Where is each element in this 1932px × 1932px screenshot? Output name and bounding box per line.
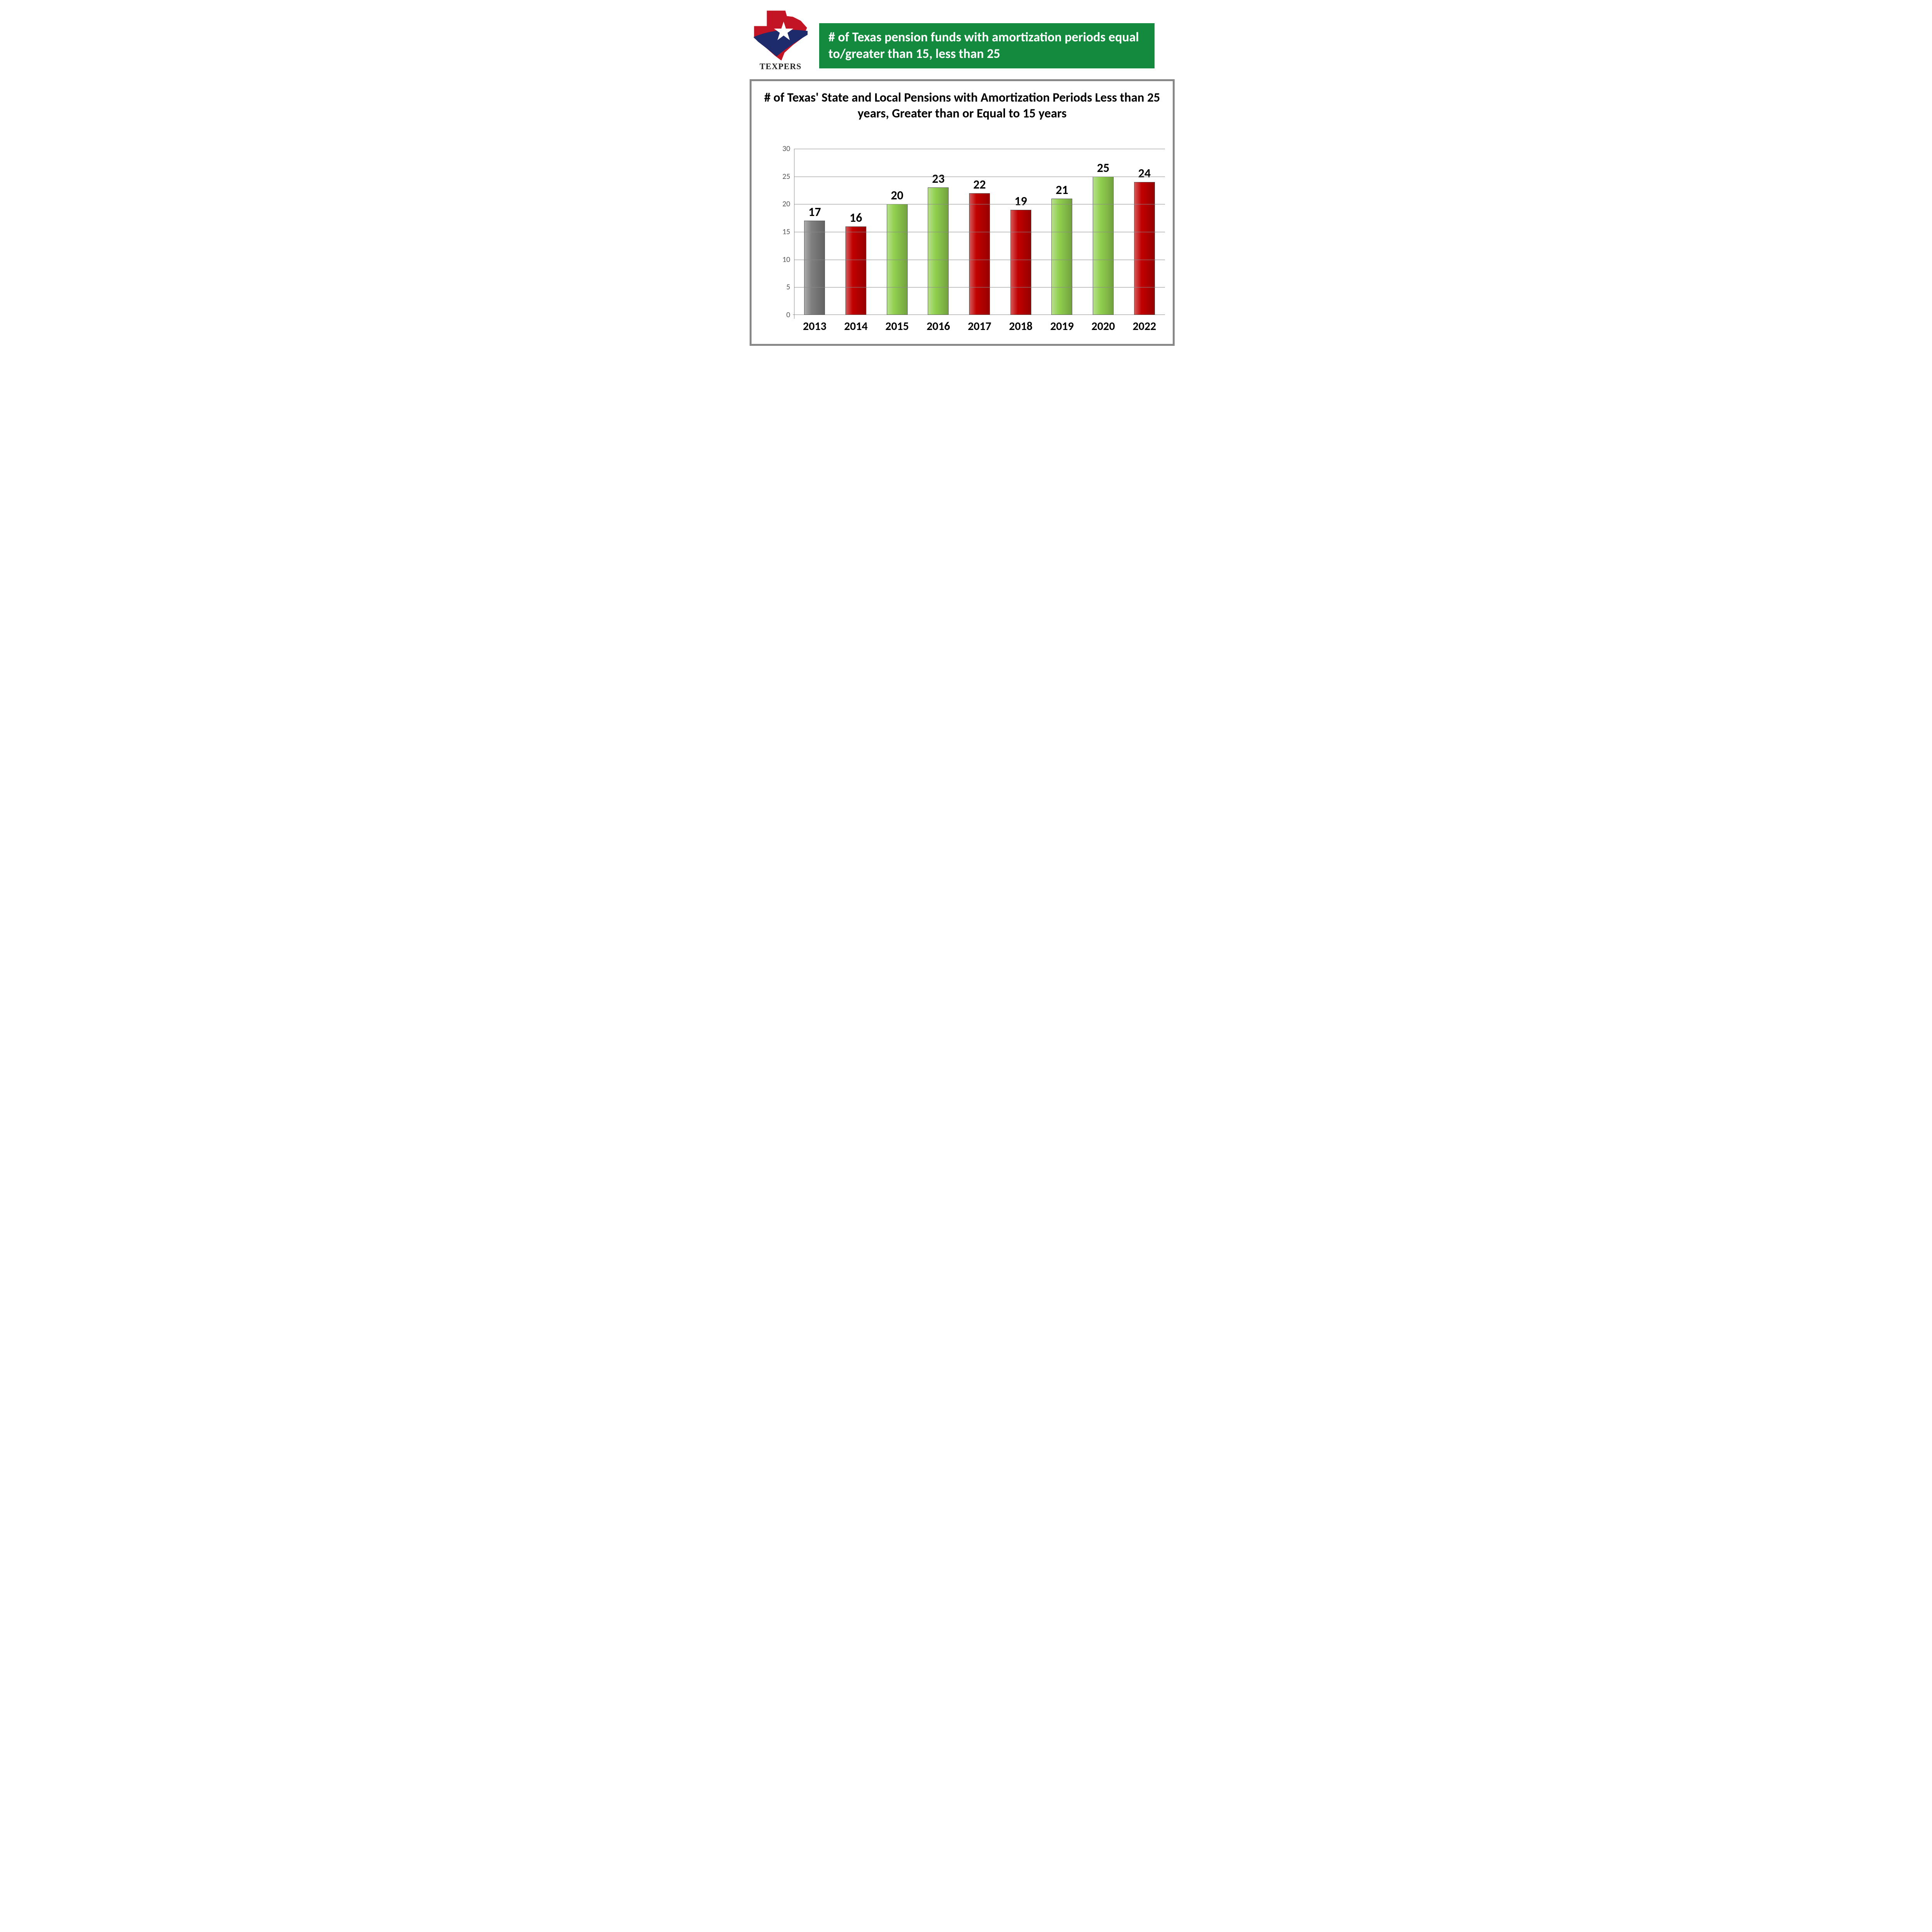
x-axis-labels: 201320142015201620172018201920202022: [794, 317, 1165, 333]
header: TEXPERS # of Texas pension funds with am…: [719, 8, 1213, 73]
logo-text: TEXPERS: [750, 61, 811, 71]
bar: 19: [1010, 210, 1031, 315]
bar-value-label: 24: [1134, 166, 1155, 182]
x-tick-label: 2013: [794, 317, 835, 333]
x-tick-label: 2018: [1000, 317, 1041, 333]
bar: 22: [969, 193, 990, 315]
plot-area: 171620232219212524 051015202530: [794, 149, 1165, 315]
bar: 17: [804, 221, 825, 315]
x-tick-label: 2014: [835, 317, 877, 333]
x-tick-label: 2016: [918, 317, 959, 333]
y-tick-label: 20: [775, 199, 790, 209]
bar-value-label: 19: [1011, 194, 1031, 210]
bar: 25: [1093, 177, 1114, 315]
bar: 23: [928, 187, 949, 315]
x-tick-label: 2015: [876, 317, 918, 333]
bar-value-label: 22: [969, 177, 990, 194]
bar-value-label: 25: [1093, 160, 1113, 177]
chart-container: # of Texas' State and Local Pensions wit…: [750, 79, 1175, 346]
bar-value-label: 16: [846, 210, 866, 227]
x-tick-label: 2017: [959, 317, 1000, 333]
y-tick-label: 25: [775, 172, 790, 181]
page: TEXPERS # of Texas pension funds with am…: [719, 0, 1213, 371]
x-tick-label: 2019: [1041, 317, 1083, 333]
y-tick-label: 10: [775, 255, 790, 264]
bar-value-label: 17: [804, 204, 825, 221]
y-tick-label: 5: [775, 282, 790, 292]
texpers-logo: TEXPERS: [750, 8, 811, 71]
bar: 16: [845, 226, 866, 315]
y-tick-label: 0: [775, 310, 790, 320]
texas-icon: [750, 8, 811, 62]
bar-value-label: 21: [1052, 182, 1072, 199]
x-tick-label: 2022: [1124, 317, 1165, 333]
bar-value-label: 20: [887, 188, 907, 204]
bar: 24: [1134, 182, 1155, 315]
chart-title: # of Texas' State and Local Pensions wit…: [752, 90, 1173, 122]
bar-value-label: 23: [928, 171, 948, 188]
bar: 21: [1051, 199, 1072, 315]
x-tick-label: 2020: [1083, 317, 1124, 333]
title-banner: # of Texas pension funds with amortizati…: [819, 23, 1155, 68]
y-tick-label: 30: [775, 144, 790, 153]
y-tick-label: 15: [775, 227, 790, 236]
